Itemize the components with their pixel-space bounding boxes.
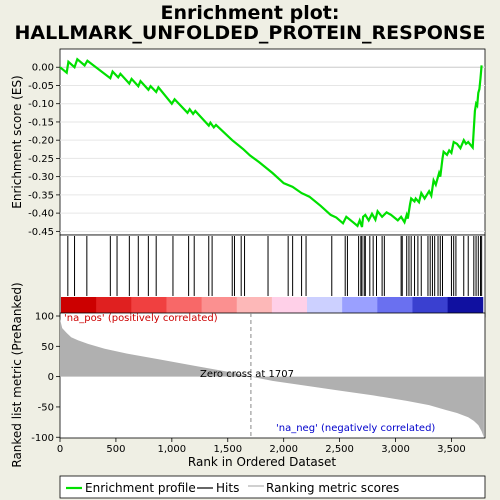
legend-label-profile: Enrichment profile	[85, 481, 196, 495]
color-bar-segment	[271, 297, 308, 313]
metric-y-tick-label: 50	[41, 342, 54, 353]
color-bar-segment	[166, 297, 203, 313]
legend-label-hits: Hits	[216, 481, 239, 495]
metric-y-ticks: 100 50 0 -50 -100	[31, 312, 60, 444]
zero-cross-label: Zero cross at 1707	[200, 369, 294, 380]
x-tick-label: 500	[106, 444, 125, 455]
metric-y-tick-label: -50	[38, 402, 54, 413]
es-y-tick-label: -0.20	[28, 136, 54, 147]
es-gridlines	[60, 66, 485, 232]
rank-color-bar	[61, 297, 484, 313]
es-y-tick-label: -0.10	[28, 99, 54, 110]
enrichment-profile-line	[59, 57, 483, 228]
ranking-metric-area	[60, 319, 484, 438]
x-tick-label: 3,000	[381, 444, 410, 455]
es-y-tick-label: -0.30	[28, 172, 54, 183]
color-bar-segment	[201, 297, 238, 313]
x-tick-label: 2,500	[325, 444, 354, 455]
metric-y-tick-label: 0	[48, 372, 54, 383]
color-bar-segment	[342, 297, 378, 313]
es-y-tick-label: -0.25	[28, 154, 54, 165]
pos-correlated-label: 'na_pos' (positively correlated)	[64, 313, 218, 324]
x-axis-label: Rank in Ordered Dataset	[188, 455, 336, 469]
es-y-tick-label: -0.40	[28, 209, 54, 220]
x-tick-label: 1,000	[158, 444, 187, 455]
chart-title: Enrichment plot:	[161, 2, 340, 24]
legend-box	[59, 475, 486, 499]
chart-subtitle: HALLMARK_UNFOLDED_PROTEIN_RESPONSE	[15, 22, 486, 44]
x-tick-label: 1,500	[213, 444, 242, 455]
x-tick-label: 2,000	[269, 444, 298, 455]
es-y-tick-label: 0.00	[32, 63, 54, 74]
legend-label-metric: Ranking metric scores	[266, 481, 399, 495]
es-y-axis-label: Enrichment score (ES)	[10, 75, 24, 208]
color-bar-segment	[447, 297, 484, 313]
es-y-ticks: 0.00 -0.05 -0.10 -0.15 -0.20 -0.25 -0.30 -0.35 -…	[28, 63, 60, 238]
color-bar-segment	[61, 297, 97, 313]
color-bar-segment	[307, 297, 343, 313]
metric-y-axis-label: Ranked list metric (PreRanked)	[10, 282, 24, 467]
color-bar-segment	[236, 297, 273, 313]
metric-y-tick-label: 100	[35, 312, 54, 323]
es-y-tick-label: -0.35	[28, 190, 54, 201]
color-bar-segment	[96, 297, 132, 313]
x-tick-label: 0	[57, 444, 63, 455]
color-bar-segment	[377, 297, 413, 313]
x-tick-label: 3,500	[437, 444, 466, 455]
es-y-tick-label: -0.45	[28, 227, 54, 238]
neg-correlated-label: 'na_neg' (negatively correlated)	[276, 423, 435, 434]
metric-x-ticks: 0 500 1,000 1,500 2,000 2,500 3,000 3,500	[57, 438, 466, 455]
hits-marks	[67, 236, 483, 296]
color-bar-segment	[412, 297, 449, 313]
color-bar-segment	[131, 297, 167, 313]
metric-y-tick-label: -100	[31, 433, 54, 444]
es-y-tick-label: -0.15	[28, 117, 54, 128]
es-y-tick-label: -0.05	[28, 81, 54, 92]
